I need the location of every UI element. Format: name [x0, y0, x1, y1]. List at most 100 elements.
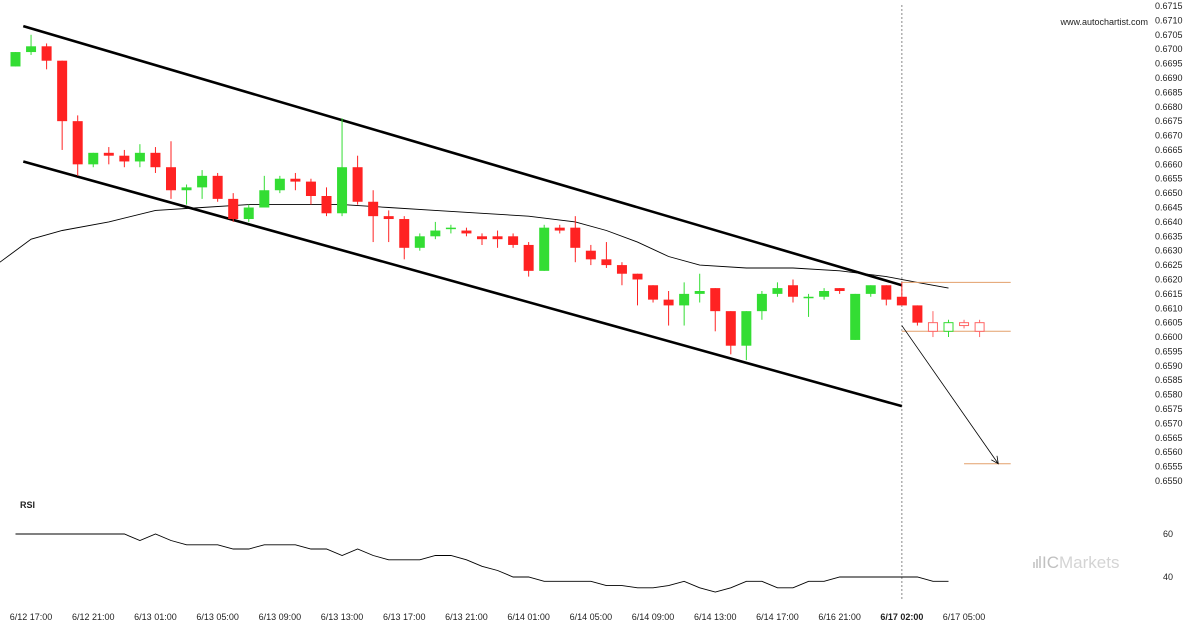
candle-body	[896, 296, 907, 306]
candle	[788, 279, 798, 303]
candle	[321, 187, 332, 217]
candle	[601, 242, 612, 268]
y-tick-label: 0.6590	[1155, 361, 1183, 371]
x-tick-label: 6/13 17:00	[383, 612, 426, 622]
y-tick-label: 0.6705	[1155, 30, 1183, 40]
candle-body	[305, 181, 316, 196]
candle-body	[554, 227, 565, 231]
candle	[585, 244, 596, 266]
y-tick-label: 0.6585	[1155, 375, 1183, 385]
x-tick-label: 6/17 05:00	[943, 612, 986, 622]
candle-body	[850, 293, 861, 340]
candle-body	[508, 236, 519, 245]
candle-body	[927, 322, 938, 332]
candle-body	[725, 311, 736, 346]
candle-body	[788, 285, 798, 297]
candle	[523, 242, 534, 277]
candle-body	[741, 311, 752, 346]
forecast-arrow-line	[901, 325, 999, 464]
candle-body	[881, 285, 892, 300]
x-tick-label: 6/12 21:00	[72, 612, 115, 622]
candle	[212, 172, 223, 202]
candle	[803, 293, 814, 317]
candle-body	[368, 201, 379, 217]
y-tick-label: 0.6575	[1155, 404, 1183, 414]
candle	[445, 224, 456, 234]
candle-body	[865, 285, 876, 294]
candle	[41, 43, 52, 70]
candle	[305, 178, 316, 205]
candle	[72, 115, 83, 176]
channel-lower-line	[22, 160, 903, 408]
y-tick-label: 0.6620	[1155, 274, 1183, 284]
candle-body	[756, 293, 767, 312]
candle-body	[710, 288, 721, 312]
candle	[414, 233, 425, 251]
y-tick-label: 0.6635	[1155, 231, 1183, 241]
y-tick-label: 0.6640	[1155, 217, 1183, 227]
candle	[134, 144, 145, 168]
projected-candle	[927, 311, 938, 338]
x-tick-label: 6/17 02:00	[880, 612, 923, 622]
candle-body	[803, 296, 814, 299]
candle-body	[601, 259, 612, 266]
candle-body	[959, 322, 970, 327]
candle-body	[228, 198, 239, 220]
candle-body	[523, 244, 534, 271]
candle-body	[414, 236, 425, 248]
candle	[243, 204, 254, 222]
y-tick-label: 0.6615	[1155, 289, 1183, 299]
candle-body	[648, 285, 659, 300]
y-tick-label: 0.6710	[1155, 15, 1183, 25]
candle	[648, 285, 659, 303]
candle-body	[26, 46, 37, 53]
y-tick-label: 0.6630	[1155, 246, 1183, 256]
candle-body	[943, 322, 954, 332]
y-tick-label: 0.6680	[1155, 102, 1183, 112]
candle-body	[819, 291, 830, 297]
candle	[337, 118, 348, 217]
y-tick-label: 0.6580	[1155, 390, 1183, 400]
candle-body	[492, 236, 503, 240]
candle-body	[570, 227, 581, 248]
candle	[103, 147, 114, 165]
candle	[88, 152, 99, 168]
y-tick-label: 0.6655	[1155, 174, 1183, 184]
candle	[710, 288, 721, 332]
candle	[694, 273, 705, 303]
candle	[228, 193, 239, 222]
watermark-text: www.autochartist.com	[1059, 17, 1148, 27]
candle	[259, 175, 270, 208]
y-tick-label: 0.6565	[1155, 433, 1183, 443]
candle-body	[430, 230, 441, 237]
candle-body	[679, 293, 690, 306]
brand-mark-icon	[1033, 556, 1041, 568]
candle	[616, 262, 627, 286]
candle	[430, 221, 441, 240]
brand-name: Markets	[1059, 553, 1119, 572]
candle	[197, 170, 208, 199]
candle	[508, 233, 519, 248]
y-tick-label: 0.6550	[1155, 476, 1183, 486]
projected-candle	[974, 319, 985, 338]
rsi-tick-label: 40	[1163, 572, 1173, 582]
x-tick-label: 6/13 09:00	[259, 612, 302, 622]
y-tick-label: 0.6715	[1155, 1, 1183, 11]
candle-body	[259, 190, 270, 208]
candle-body	[88, 152, 99, 165]
candle	[57, 60, 68, 150]
candle	[741, 311, 752, 361]
y-tick-label: 0.6675	[1155, 116, 1183, 126]
x-tick-label: 6/13 05:00	[196, 612, 239, 622]
projected-candle	[959, 319, 970, 329]
x-tick-label: 6/14 13:00	[694, 612, 737, 622]
candle	[461, 227, 472, 237]
candle	[383, 210, 394, 243]
candle	[477, 233, 487, 245]
y-tick-label: 0.6665	[1155, 145, 1183, 155]
candle	[166, 141, 176, 199]
candle	[181, 184, 192, 205]
price-panel	[0, 5, 1011, 600]
y-tick-label: 0.6690	[1155, 73, 1183, 83]
candle	[352, 155, 363, 205]
